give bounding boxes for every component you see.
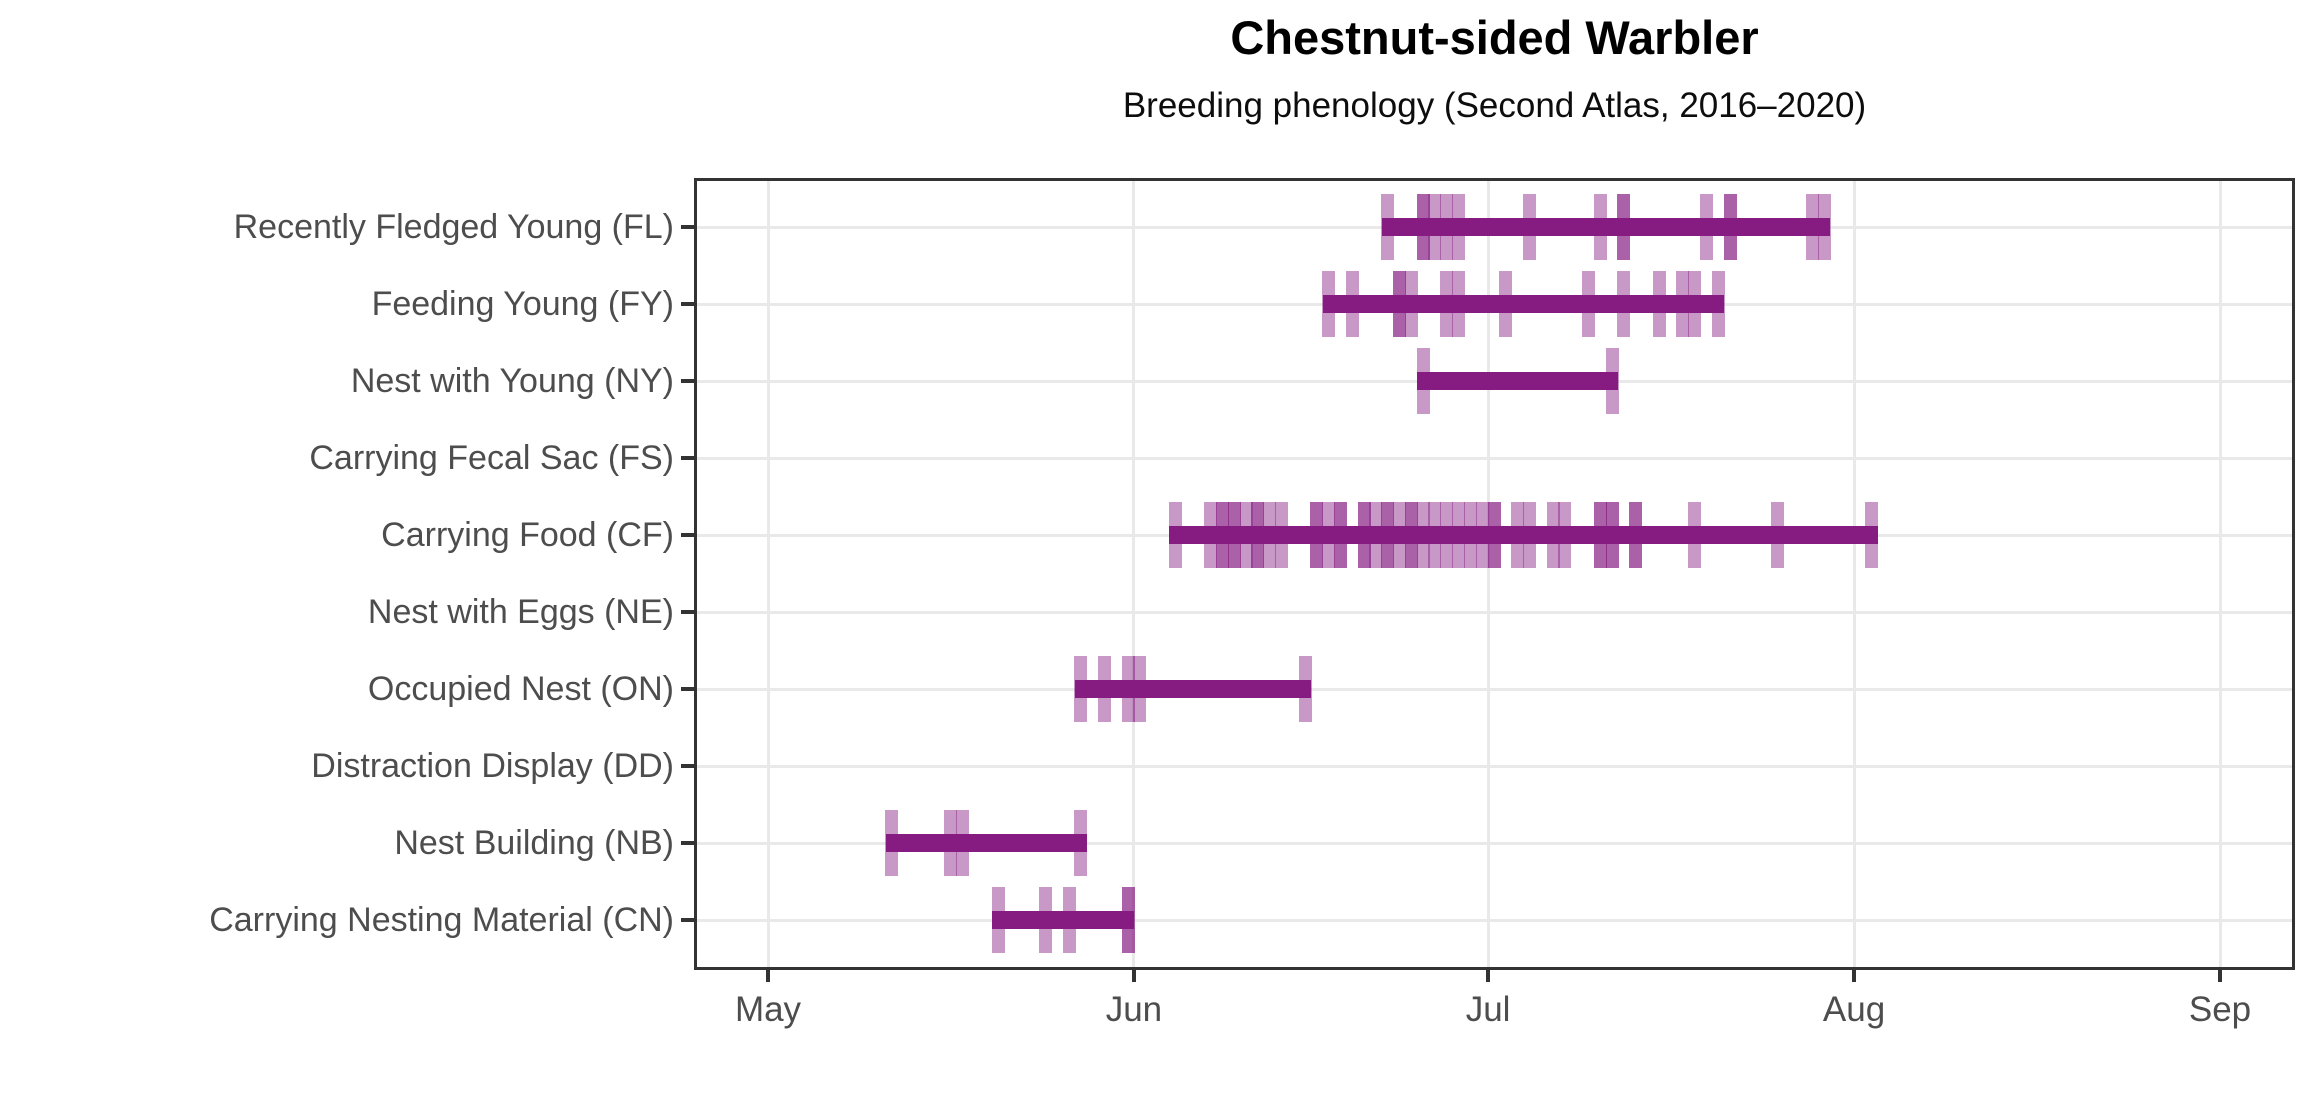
axis-tick-x bbox=[1486, 967, 1491, 982]
date-range-bar bbox=[1169, 526, 1878, 544]
y-axis-label: Nest Building (NB) bbox=[394, 824, 674, 862]
date-range-bar bbox=[992, 911, 1134, 929]
axis-tick-y bbox=[681, 225, 697, 229]
y-axis-label: Occupied Nest (ON) bbox=[367, 670, 674, 708]
plot-panel bbox=[694, 178, 2295, 970]
axis-tick-x bbox=[1852, 967, 1857, 982]
gridline-month bbox=[1132, 181, 1136, 967]
y-axis-label: Nest with Young (NY) bbox=[350, 362, 674, 400]
gridline-category bbox=[697, 764, 2292, 768]
axis-tick-x bbox=[2218, 967, 2222, 982]
y-axis-label: Distraction Display (DD) bbox=[311, 747, 674, 785]
date-range-bar bbox=[1074, 680, 1312, 698]
axis-tick-x bbox=[766, 967, 770, 982]
chart-title: Chestnut-sided Warbler bbox=[1230, 11, 1759, 64]
axis-tick-y bbox=[681, 841, 697, 845]
axis-tick-y bbox=[681, 610, 697, 614]
date-range-bar bbox=[1322, 295, 1725, 313]
gridline-category bbox=[697, 610, 2292, 614]
axis-tick-y bbox=[681, 302, 697, 306]
x-axis-label: Jul bbox=[1465, 990, 1511, 1029]
axis-tick-y bbox=[681, 764, 697, 768]
gridline-month bbox=[1852, 181, 1856, 967]
y-axis-label: Feeding Young (FY) bbox=[371, 285, 674, 323]
axis-tick-y bbox=[681, 379, 697, 383]
y-axis-label: Carrying Food (CF) bbox=[381, 516, 674, 554]
y-axis-label: Carrying Nesting Material (CN) bbox=[209, 901, 674, 939]
gridline-category bbox=[697, 918, 2292, 922]
chart-subtitle: Breeding phenology (Second Atlas, 2016–2… bbox=[1122, 86, 1867, 125]
gridline-month bbox=[1486, 181, 1490, 967]
axis-tick-y bbox=[681, 533, 697, 537]
x-axis-label: Sep bbox=[2188, 990, 2252, 1029]
x-axis-label: Aug bbox=[1822, 990, 1886, 1029]
x-axis-label: May bbox=[734, 990, 802, 1029]
date-range-bar bbox=[1381, 218, 1831, 236]
y-axis-label: Recently Fledged Young (FL) bbox=[233, 208, 674, 246]
gridline-month bbox=[2218, 181, 2222, 967]
gridline-month bbox=[766, 181, 770, 967]
y-axis-label: Carrying Fecal Sac (FS) bbox=[309, 439, 674, 477]
gridline-category bbox=[697, 687, 2292, 691]
date-range-bar bbox=[886, 834, 1087, 852]
axis-tick-y bbox=[681, 687, 697, 691]
x-axis-label: Jun bbox=[1105, 990, 1163, 1029]
gridline-category bbox=[697, 841, 2292, 845]
axis-tick-x bbox=[1131, 967, 1136, 982]
axis-tick-y bbox=[681, 456, 697, 460]
date-range-bar bbox=[1417, 372, 1618, 390]
y-axis-label: Nest with Eggs (NE) bbox=[367, 593, 674, 631]
gridline-category bbox=[697, 456, 2292, 460]
axis-tick-y bbox=[681, 918, 697, 922]
